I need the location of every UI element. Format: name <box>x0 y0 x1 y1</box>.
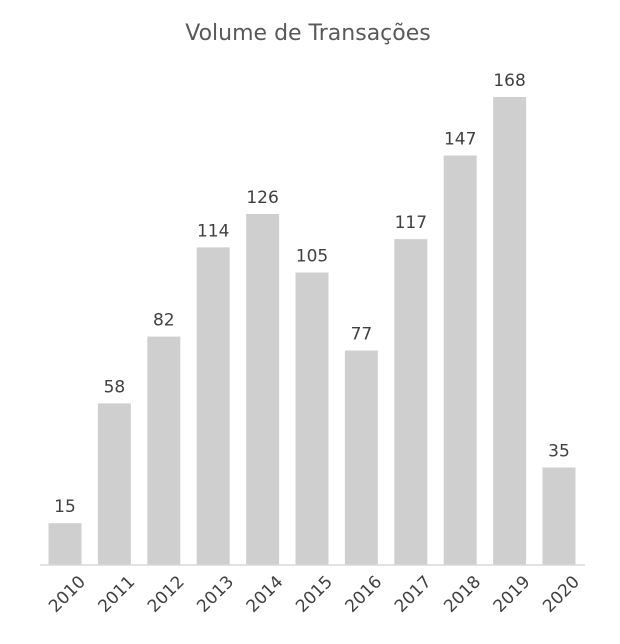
x-tick-label-2014: 2014 <box>243 572 288 617</box>
x-tick-labels-group: 2010 2011 2012 2013 2014 2015 2016 2017 2018 2019… <box>45 572 584 617</box>
x-tick-label-2017: 2017 <box>391 572 436 617</box>
data-label-2014: 126 <box>246 188 278 208</box>
data-label-2015: 105 <box>296 247 328 267</box>
chart-title: Volume de Transações <box>185 21 430 46</box>
x-tick-label-2010: 2010 <box>45 572 90 617</box>
x-tick-label-2011: 2011 <box>94 572 139 617</box>
data-labels-group: 15 58 82 114 126 105 77 117 147 168 35 <box>54 71 570 517</box>
data-label-2011: 58 <box>104 377 126 397</box>
x-tick-label-2019: 2019 <box>490 572 535 617</box>
x-tick-label-2015: 2015 <box>292 572 337 617</box>
bar-2017 <box>394 239 428 565</box>
x-tick-label-2012: 2012 <box>144 572 189 617</box>
data-label-2012: 82 <box>153 311 175 331</box>
bar-2011 <box>97 403 131 565</box>
bar-2014 <box>246 214 280 565</box>
data-label-2010: 15 <box>54 497 76 517</box>
data-label-2019: 168 <box>493 71 525 91</box>
bar-2019 <box>493 97 527 565</box>
data-label-2020: 35 <box>548 442 570 462</box>
data-label-2018: 147 <box>444 130 476 150</box>
bar-2018 <box>443 155 477 565</box>
bar-2020 <box>542 467 576 565</box>
x-tick-label-2018: 2018 <box>440 572 485 617</box>
bar-2010 <box>48 523 82 565</box>
bar-2013 <box>196 247 230 565</box>
bars-group <box>48 97 576 565</box>
x-tick-label-2013: 2013 <box>193 572 238 617</box>
data-label-2016: 77 <box>351 325 373 345</box>
data-label-2017: 117 <box>395 213 427 233</box>
x-tick-label-2020: 2020 <box>539 572 584 617</box>
bar-2015 <box>295 272 329 565</box>
bar-2016 <box>344 350 378 565</box>
bar-2012 <box>147 336 181 565</box>
x-tick-label-2016: 2016 <box>341 572 386 617</box>
data-label-2013: 114 <box>197 221 229 241</box>
